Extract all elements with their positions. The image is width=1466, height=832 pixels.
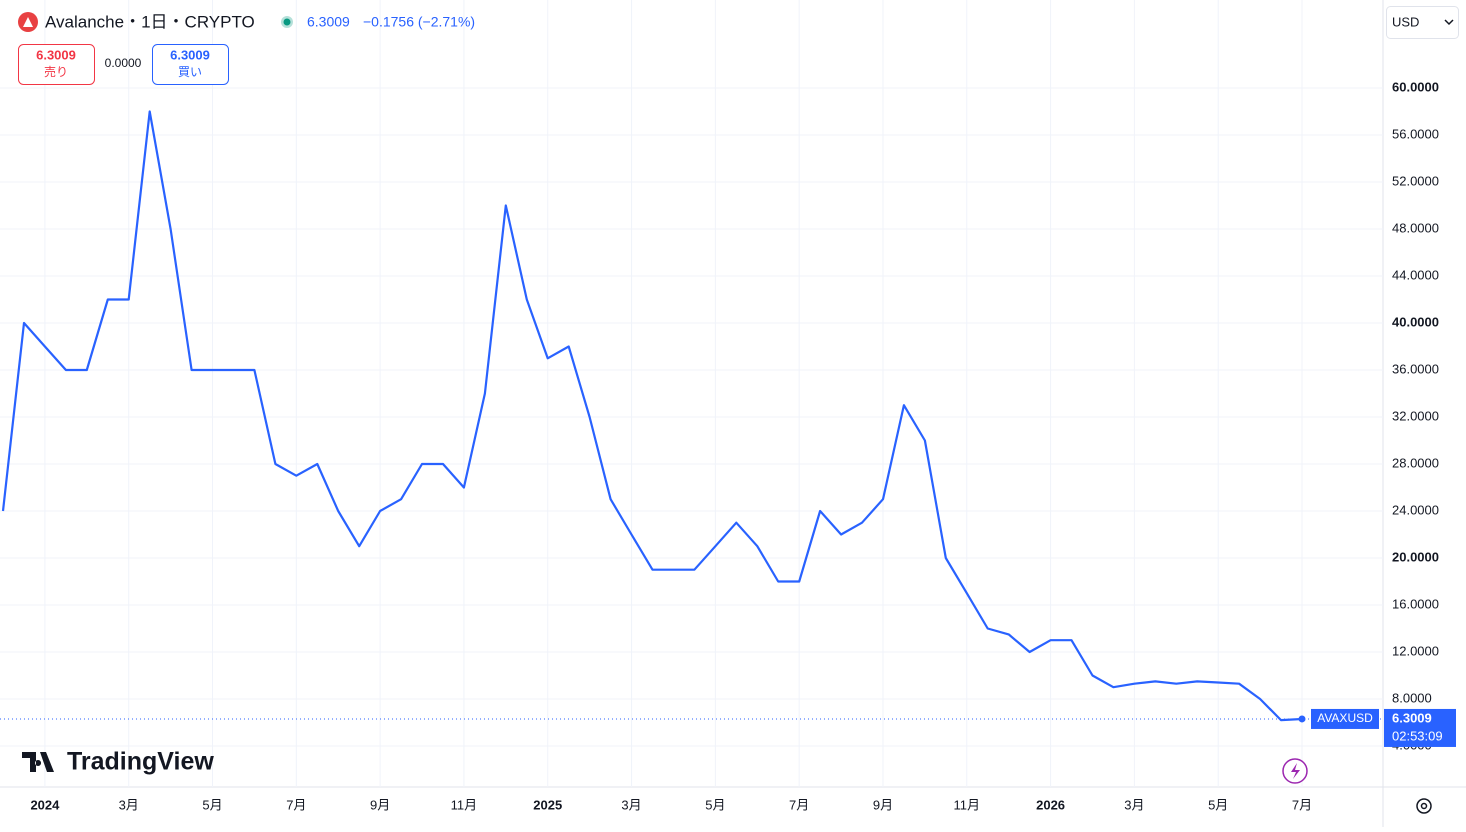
settings-icon[interactable]: [1416, 798, 1432, 814]
price-line: [1, 110, 1303, 722]
settings-center: [1420, 802, 1428, 810]
last-point: [1298, 715, 1306, 723]
dropdown-arrow: [1444, 19, 1454, 26]
x-tick-label: 3月: [119, 797, 139, 812]
x-tick-label: 2025: [533, 797, 562, 812]
price: 6.3009: [307, 14, 350, 30]
status-dot: [283, 18, 291, 26]
x-tick-label: 7月: [789, 797, 809, 812]
x-tick-label: 2024: [30, 797, 60, 812]
y-tick-label: 8.0000: [1392, 690, 1432, 705]
x-tick-label: 9月: [370, 797, 390, 812]
y-tick-label: 28.0000: [1392, 455, 1439, 470]
y-tick-label: 48.0000: [1392, 220, 1439, 235]
y-tick-label: 60.0000: [1392, 79, 1439, 94]
x-tick-label: 3月: [1124, 797, 1144, 812]
symbol: Avalanche・1日・CRYPTO: [45, 12, 255, 31]
symbol-tag: [1311, 708, 1379, 729]
spread: 0.0000: [105, 56, 142, 70]
x-tick-label: 5月: [705, 797, 725, 812]
x-tick-label: 5月: [1208, 797, 1228, 812]
sell-button[interactable]: [18, 44, 95, 85]
y-tick-label: 44.0000: [1392, 267, 1439, 282]
brand: TradingView: [67, 748, 214, 776]
brand-logo: [22, 752, 54, 772]
x-tick-label: 5月: [202, 797, 222, 812]
plot: [0, 110, 1383, 723]
y-tick-label: 52.0000: [1392, 173, 1439, 188]
y-tick-label: 40.0000: [1392, 314, 1439, 329]
y-tick-label: 12.0000: [1392, 643, 1439, 658]
logo-mark: [23, 17, 33, 27]
y-tick-label: 32.0000: [1392, 408, 1439, 423]
price-tag-label: 6.3009: [1392, 710, 1432, 725]
x-tick-label: 3月: [621, 797, 641, 812]
y-tick-label: 20.0000: [1392, 549, 1439, 564]
sell-price: 6.3009: [36, 47, 76, 62]
x-tick-label: 11月: [451, 797, 478, 812]
event-bolt: [1291, 763, 1300, 779]
x-tick-label: 2026: [1036, 797, 1065, 812]
y-tick-label: 36.0000: [1392, 361, 1439, 376]
x-tick-label: 7月: [1292, 797, 1312, 812]
sell-label: 売り: [44, 64, 68, 79]
y-tick-label: 56.0000: [1392, 126, 1439, 141]
currency: USD: [1392, 14, 1419, 29]
change: −0.1756 (−2.71%): [363, 14, 475, 30]
y-tick-label: 16.0000: [1392, 596, 1439, 611]
price-tag: [1384, 708, 1456, 747]
x-tick-label: 7月: [286, 797, 306, 812]
x-tick-label: 11月: [954, 797, 981, 812]
buy-price: 6.3009: [170, 47, 210, 62]
countdown: 02:53:09: [1392, 728, 1443, 743]
buy-button[interactable]: [152, 44, 229, 85]
y-tick-label: 24.0000: [1392, 502, 1439, 517]
x-tick-label: 9月: [873, 797, 893, 812]
buy-label: 買い: [178, 65, 202, 79]
currency-select[interactable]: [1386, 6, 1459, 39]
symbol-tag-label: AVAXUSD: [1317, 711, 1373, 725]
